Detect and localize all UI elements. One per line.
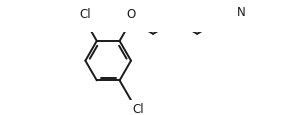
Text: Cl: Cl <box>79 8 91 21</box>
Text: O: O <box>127 8 136 21</box>
Text: N: N <box>237 6 246 19</box>
Text: Cl: Cl <box>132 102 143 115</box>
